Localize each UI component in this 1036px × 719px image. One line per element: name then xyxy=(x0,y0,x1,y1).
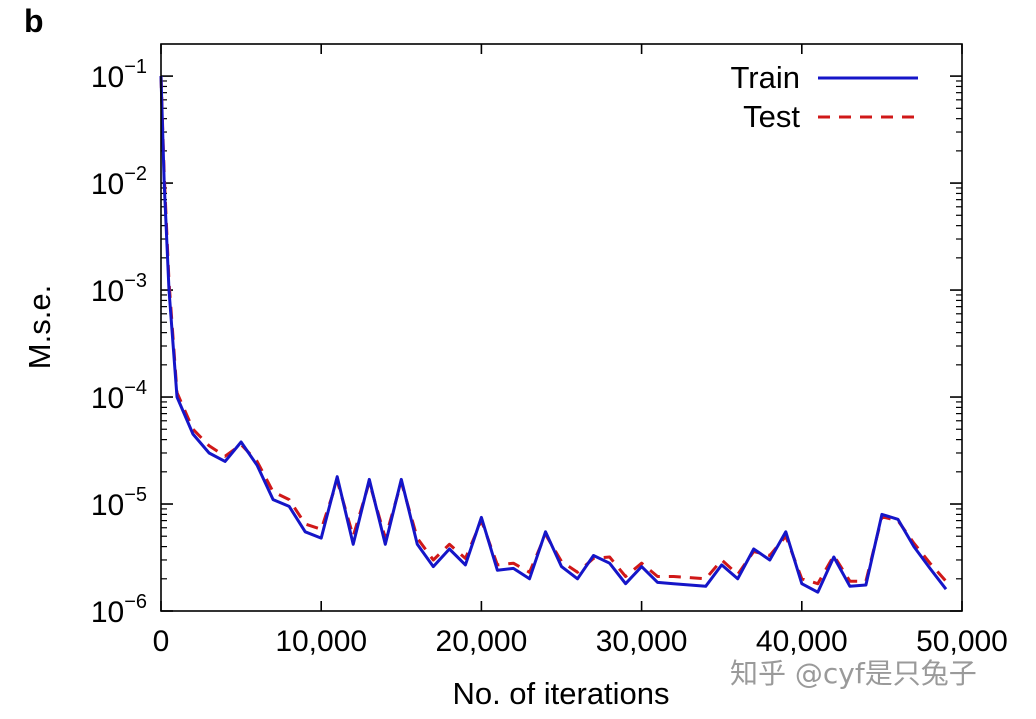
legend-label-train: Train xyxy=(731,60,800,95)
legend: Train Test xyxy=(731,60,918,134)
y-tick-label: 10−1 xyxy=(91,56,147,94)
plot-frame xyxy=(160,43,963,612)
y-ticks: 10−1 10−2 10−3 10−4 10−5 10−6 xyxy=(91,56,962,629)
y-tick-label: 10−2 xyxy=(91,163,147,201)
x-tick-label: 30,000 xyxy=(596,625,688,658)
y-tick-label: 10−5 xyxy=(91,484,147,522)
x-tick-label: 50,000 xyxy=(916,625,1008,658)
y-tick-label: 10−6 xyxy=(91,591,147,629)
x-tick-label: 10,000 xyxy=(275,625,367,658)
y-tick-label: 10−4 xyxy=(91,377,147,415)
x-axis-label: No. of iterations xyxy=(452,676,669,711)
watermark: 知乎 @cyf是只兔子 xyxy=(730,657,977,690)
x-tick-label: 20,000 xyxy=(436,625,528,658)
x-tick-label: 0 xyxy=(153,625,170,658)
train-series-line xyxy=(159,76,948,594)
panel-label: b xyxy=(24,3,44,39)
y-axis-label: M.s.e. xyxy=(22,285,57,369)
y-tick-label: 10−3 xyxy=(91,270,147,308)
x-tick-label: 40,000 xyxy=(756,625,848,658)
legend-label-test: Test xyxy=(743,99,800,134)
x-ticks: 0 10,000 20,000 30,000 40,000 50,000 xyxy=(153,44,1008,658)
series-lines xyxy=(159,76,948,594)
test-series-line xyxy=(159,76,948,586)
